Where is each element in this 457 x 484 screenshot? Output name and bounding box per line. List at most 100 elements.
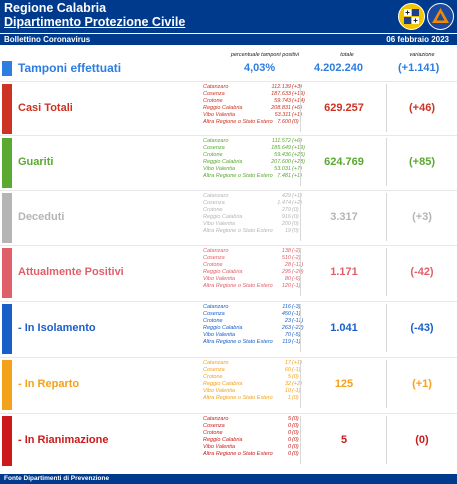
province-name: Cosenza [203,367,225,373]
province-value: 0 [287,430,291,436]
province-value: 200 [281,221,291,227]
province-value: 53.031 [274,166,291,172]
province-delta: (-2) [292,248,301,254]
province-name: Catanzaro [203,360,229,366]
tamponi-variazione: (+1.141) [398,62,440,74]
category-row: - In Isolamento Catanzaro 116 (-3) Cosenza 45… [0,302,457,356]
province-value: 80 [284,276,291,282]
province-name: Cosenza [203,255,225,261]
province-delta: (+25) [292,152,305,158]
column-divider [386,84,387,132]
category-row: - In Reparto Catanzaro 17 (+1) Cosenza 60 (-1)… [0,358,457,412]
province-name: Vibo Valentia [203,332,236,338]
row-separator [0,135,457,136]
province-delta: (+14) [292,98,305,104]
category-variazione: (+3) [412,211,432,223]
column-divider [386,304,387,352]
category-row: - In Rianimazione Catanzaro 5 (0) Cosenza 0 (0… [0,414,457,468]
column-divider [386,138,387,186]
col-header-totale: totale [340,52,354,58]
category-color-strip [2,193,12,243]
province-value: 19 [284,228,291,234]
province-value: 185.649 [271,145,291,151]
province-value: 0 [287,423,291,429]
province-name: Reggio Calabria [203,437,243,443]
category-label: Guariti [18,156,54,168]
category-color-strip [2,84,12,134]
region-title: Regione Calabria [4,1,107,15]
department-title: Dipartimento Protezione Civile [4,15,186,29]
province-delta: (0) [292,444,299,450]
province-name: Catanzaro [203,84,229,90]
province-value: 112.139 [271,84,291,90]
province-value: 116 [282,304,291,310]
province-value: 5 [287,374,291,380]
province-value: 17 [284,360,291,366]
row-separator [0,190,457,191]
category-color-strip [2,360,12,410]
province-delta: (+2) [292,200,302,206]
province-delta: (+2) [292,381,302,387]
category-label: - In Isolamento [18,322,96,334]
province-name: Vibo Valentia [203,444,236,450]
province-value: 279 [281,207,291,213]
province-value: 138 [281,248,291,254]
province-delta: (-6) [292,276,301,282]
category-label: - In Rianimazione [18,434,109,446]
province-value: 0 [287,451,291,457]
region-coat-of-arms-icon [398,3,425,30]
column-divider [386,416,387,464]
province-value: 450 [281,311,291,317]
category-totale: 1.171 [330,266,358,278]
province-name: Vibo Valentia [203,221,236,227]
footer-source: Fonte Dipartimenti di Prevenzione [4,475,110,482]
row-separator [0,81,457,82]
province-name: Crotone [203,430,223,436]
province-value: 23 [284,318,291,324]
province-delta: (0) [292,119,299,125]
province-delta: (+6) [292,138,302,144]
province-value: 120 [281,283,291,289]
province-name: Altra Regione o Stato Estero [203,339,273,345]
row-separator [0,301,457,302]
tamponi-percentuale: 4,03% [244,62,276,74]
category-row: Guariti Catanzaro 111.572 (+6) Cosenza 185.64… [0,136,457,190]
province-value: 208.831 [271,105,291,111]
province-value: 5 [287,416,291,422]
province-delta: (-1) [292,367,301,373]
province-name: Altra Regione o Stato Estero [203,173,273,179]
category-variazione: (+1) [412,378,432,390]
bulletin-date: 06 febbraio 2023 [386,35,449,44]
civil-protection-logo-icon [427,3,454,30]
province-name: Crotone [203,207,223,213]
province-delta: (+28) [292,159,305,165]
category-row: Casi Totali Catanzaro 112.139 (+3) Cosenza 18… [0,82,457,136]
province-name: Vibo Valentia [203,166,236,172]
province-value: 510 [281,255,291,261]
province-delta: (+7) [292,166,302,172]
province-name: Altra Regione o Stato Estero [203,451,273,457]
province-value: 263 [281,325,291,331]
province-name: Vibo Valentia [203,112,236,118]
province-delta: (0) [292,207,299,213]
category-label: Attualmente Positivi [18,266,124,278]
province-delta: (0) [292,430,299,436]
province-name: Cosenza [203,423,225,429]
province-delta: (-5) [292,332,301,338]
province-delta: (0) [292,451,299,457]
province-delta: (0) [292,228,299,234]
province-name: Altra Regione o Stato Estero [203,119,273,125]
province-delta: (+3) [292,84,302,90]
province-name: Crotone [203,262,223,268]
category-label: - In Reparto [18,378,80,390]
province-delta: (-1) [292,311,301,317]
tamponi-color-strip [2,61,12,76]
province-name: Reggio Calabria [203,381,243,387]
category-totale: 125 [334,378,354,390]
province-delta: (0) [292,221,299,227]
category-totale: 3.317 [330,211,358,223]
province-delta: (0) [292,214,299,220]
province-name: Altra Regione o Stato Estero [203,283,273,289]
province-delta: (-2) [292,255,301,261]
province-value: 916 [281,214,291,220]
